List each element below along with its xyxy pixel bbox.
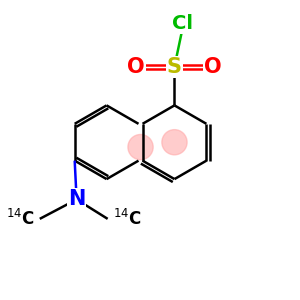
Text: $^{14}$C: $^{14}$C (6, 209, 35, 229)
Text: $^{14}$C: $^{14}$C (112, 209, 141, 229)
Text: O: O (127, 57, 145, 76)
Text: S: S (167, 57, 182, 76)
Text: O: O (205, 57, 222, 76)
Text: N: N (68, 190, 85, 209)
Text: Cl: Cl (172, 14, 193, 33)
Circle shape (128, 134, 153, 160)
Circle shape (162, 130, 187, 155)
